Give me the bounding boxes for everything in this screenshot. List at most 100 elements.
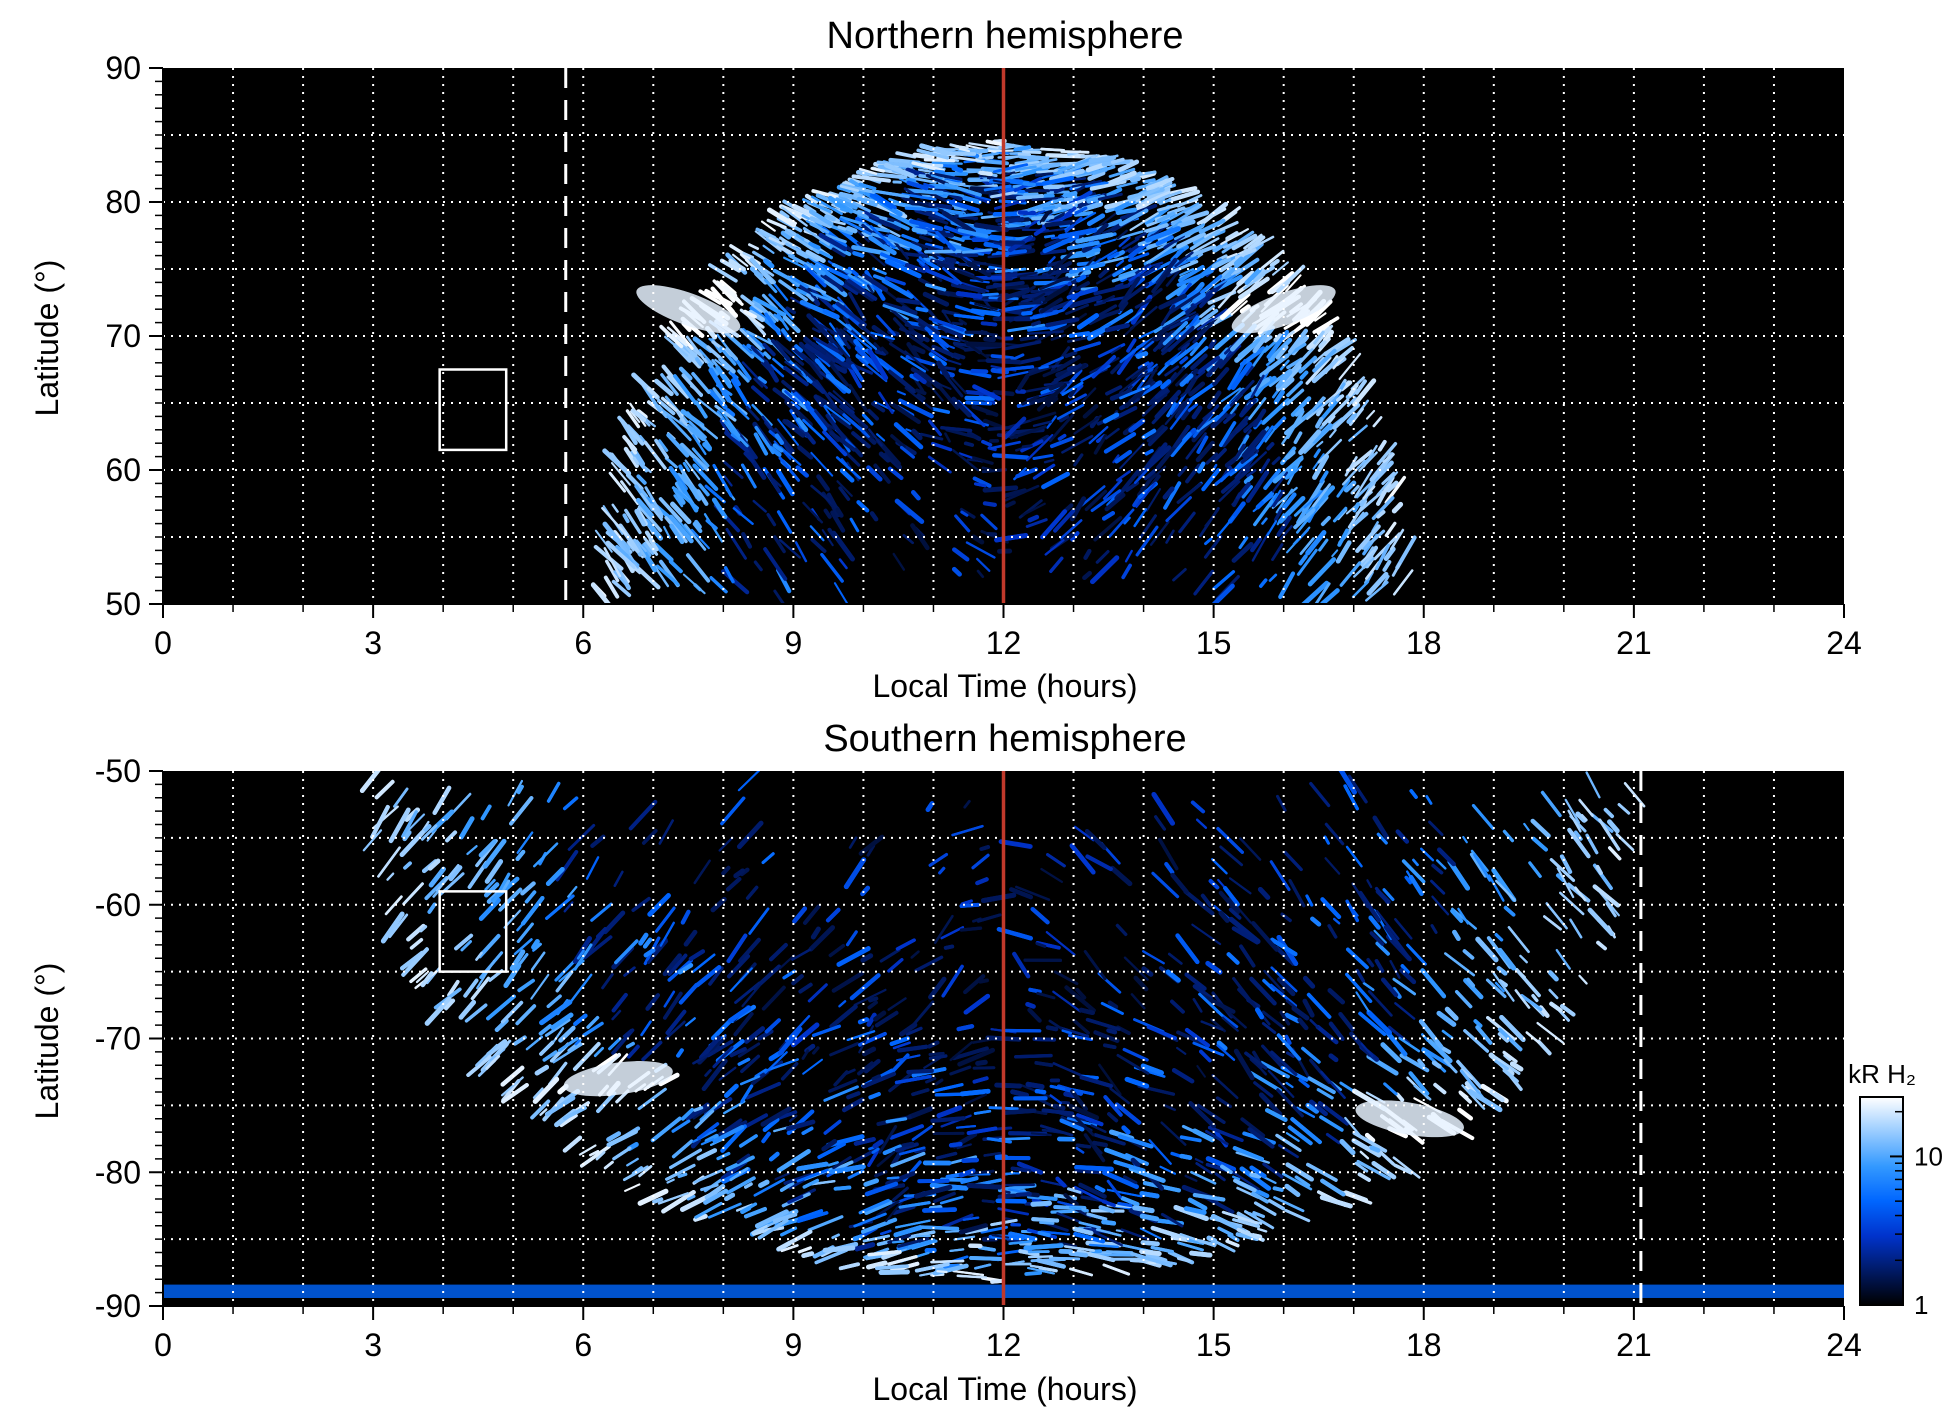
emission-streak <box>960 264 967 265</box>
emission-streak <box>1024 184 1034 185</box>
emission-streak <box>937 1271 946 1272</box>
emission-streak <box>939 264 948 267</box>
emission-streak <box>1071 1253 1086 1255</box>
emission-streak <box>877 351 884 353</box>
emission-streak <box>985 503 995 505</box>
emission-streak <box>1021 156 1047 159</box>
emission-streak <box>951 1144 960 1145</box>
emission-streak <box>1079 263 1094 264</box>
emission-streak <box>870 998 876 1000</box>
emission-streak <box>1252 1175 1259 1177</box>
y-tick-label: 50 <box>105 586 141 622</box>
emission-streak <box>967 403 990 404</box>
emission-streak <box>994 455 1027 457</box>
emission-streak <box>1142 1216 1156 1219</box>
emission-streak <box>888 1178 898 1179</box>
emission-streak <box>954 168 961 170</box>
x-tick-label: 9 <box>784 625 802 661</box>
emission-streak <box>983 1201 993 1202</box>
x-tick-label: 24 <box>1826 625 1862 661</box>
emission-streak <box>978 1062 986 1063</box>
emission-streak <box>1084 248 1090 251</box>
emission-streak <box>1108 1030 1115 1032</box>
emission-streak <box>971 1258 1001 1259</box>
emission-streak <box>967 398 993 399</box>
emission-streak <box>933 163 962 164</box>
emission-streak <box>705 444 710 449</box>
emission-streak <box>981 847 988 849</box>
emission-streak <box>1042 149 1064 150</box>
emission-streak <box>997 1085 1020 1086</box>
emission-streak <box>1077 1167 1112 1169</box>
x-tick-label: 3 <box>364 625 382 661</box>
emission-streak <box>904 254 926 257</box>
emission-streak <box>959 1026 972 1029</box>
emission-streak <box>1004 1173 1014 1174</box>
emission-streak <box>985 488 1016 490</box>
emission-streak <box>654 1199 661 1202</box>
emission-streak <box>972 371 986 372</box>
emission-streak <box>955 355 964 358</box>
emission-streak <box>1010 219 1022 221</box>
emission-streak <box>742 1208 749 1212</box>
emission-streak <box>1132 179 1138 180</box>
emission-streak <box>1039 367 1047 368</box>
emission-streak <box>1192 1253 1210 1255</box>
emission-streak <box>986 339 994 340</box>
x-tick-label: 0 <box>154 625 172 661</box>
emission-streak <box>1050 1258 1078 1259</box>
emission-streak <box>1094 1143 1106 1145</box>
emission-streak <box>1033 198 1057 199</box>
x-tick-label: 18 <box>1406 625 1442 661</box>
y-tick-label: 70 <box>105 318 141 354</box>
y-tick-label: 60 <box>105 452 141 488</box>
emission-streak <box>1020 303 1040 304</box>
emission-streak <box>1025 194 1038 195</box>
emission-streak <box>1033 1219 1057 1221</box>
emission-streak <box>804 1254 812 1256</box>
emission-streak <box>1065 193 1075 195</box>
emission-streak <box>1144 180 1154 182</box>
emission-streak <box>848 228 855 231</box>
emission-streak <box>1024 152 1040 153</box>
emission-streak <box>1138 354 1145 357</box>
emission-streak <box>842 209 848 211</box>
emission-streak <box>1033 322 1039 324</box>
emission-streak <box>983 294 998 295</box>
emission-streak <box>1146 451 1152 454</box>
emission-streak <box>1007 503 1014 506</box>
emission-streak <box>925 160 953 161</box>
north-plot-area <box>163 68 1844 613</box>
emission-streak <box>898 300 918 303</box>
emission-streak <box>958 294 980 297</box>
emission-streak <box>931 1261 963 1262</box>
north-y-axis-label: Latitude (°) <box>29 260 65 417</box>
emission-streak <box>962 1091 988 1094</box>
emission-streak <box>839 227 845 229</box>
x-tick-label: 15 <box>1196 625 1232 661</box>
emission-streak <box>950 1249 963 1251</box>
south-plot-area <box>163 762 1844 1306</box>
emission-streak <box>930 1056 945 1058</box>
emission-streak <box>1026 1273 1040 1274</box>
emission-streak <box>906 208 936 210</box>
emission-streak <box>1018 196 1042 198</box>
emission-streak <box>1275 1188 1282 1190</box>
emission-streak <box>953 323 962 324</box>
x-tick-label: 12 <box>986 625 1022 661</box>
emission-streak <box>1045 236 1053 237</box>
emission-streak <box>836 1188 850 1189</box>
north-x-axis-label: Local Time (hours) <box>873 668 1138 704</box>
emission-streak <box>1026 1245 1062 1248</box>
emission-streak <box>914 230 925 233</box>
emission-streak <box>930 1053 943 1054</box>
y-tick-label: 90 <box>105 50 141 86</box>
emission-streak <box>1023 446 1031 447</box>
emission-streak <box>983 468 990 470</box>
emission-streak <box>837 204 844 207</box>
emission-streak <box>976 484 985 486</box>
emission-streak <box>946 946 953 947</box>
